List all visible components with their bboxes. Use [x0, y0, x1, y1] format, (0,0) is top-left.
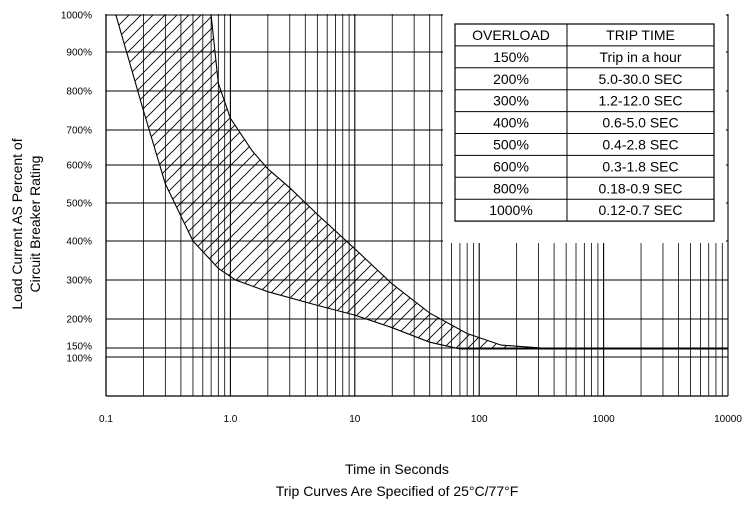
x-tick-label: 1.0 — [223, 414, 237, 425]
x-tick-label: 1000 — [592, 414, 615, 425]
y-tick-label: 300% — [66, 276, 92, 287]
y-tick-label: 1000% — [61, 11, 92, 22]
table-cell-overload: 150% — [493, 49, 529, 65]
y-tick-label: 800% — [66, 87, 92, 98]
y-tick-label: 500% — [66, 199, 92, 210]
y-tick-label: 200% — [66, 315, 92, 326]
x-tick-label: 100 — [471, 414, 488, 425]
y-tick-label: 150% — [66, 342, 92, 353]
y-tick-label: 600% — [66, 161, 92, 172]
x-tick-label: 10 — [349, 414, 361, 425]
table-border — [454, 23, 715, 222]
chart-subtitle: Trip Curves Are Specified of 25°C/77°F — [276, 483, 519, 499]
table-cell-trip-time: Trip in a hour — [600, 49, 682, 65]
table-cell-trip-time: 0.6-5.0 SEC — [602, 115, 678, 131]
y-axis-label-line1: Load Current AS Percent of — [9, 138, 25, 309]
y-tick-label: 700% — [66, 126, 92, 137]
table-header-trip-time: TRIP TIME — [606, 27, 675, 43]
trip-band-layer — [115, 14, 728, 350]
min-trip-curve — [115, 14, 728, 350]
table-cell-overload: 500% — [493, 136, 529, 152]
trip-band-fill — [115, 15, 728, 349]
table-cell-trip-time: 0.18-0.9 SEC — [598, 180, 682, 196]
y-tick-labels: 1000% 900% 800% 700% 600% 500% 400% 300% 200% 150… — [61, 11, 92, 365]
max-trip-curve — [210, 14, 728, 350]
table-header-overload: OVERLOAD — [472, 27, 550, 43]
x-axis-label: Time in Seconds — [345, 461, 449, 477]
y-tick-label: 400% — [66, 237, 92, 248]
table-cell-trip-time: 1.2-12.0 SEC — [598, 93, 682, 109]
table-cell-trip-time: 0.3-1.8 SEC — [602, 158, 678, 174]
table-cell-trip-time: 0.4-2.8 SEC — [602, 136, 678, 152]
x-tick-labels: 0.1 1.0 10 100 1000 10000 — [99, 414, 742, 425]
y-tick-label: 900% — [66, 48, 92, 59]
table-cell-overload: 800% — [493, 180, 529, 196]
table-cell-overload: 200% — [493, 71, 529, 87]
table-cell-overload: 300% — [493, 93, 529, 109]
axis-layer — [105, 14, 728, 397]
table-cell-trip-time: 0.12-0.7 SEC — [598, 202, 682, 218]
x-tick-label: 10000 — [714, 414, 742, 425]
y-tick-label: 100% — [66, 354, 92, 365]
y-axis-label-line2: Circuit Breaker Rating — [27, 156, 43, 293]
table-cell-trip-time: 5.0-30.0 SEC — [598, 71, 682, 87]
table-cell-overload: 1000% — [489, 202, 533, 218]
table-cell-overload: 600% — [493, 158, 529, 174]
table-cell-overload: 400% — [493, 115, 529, 131]
overload-table: OVERLOAD TRIP TIME 150% Trip in a hour 200% 5… — [443, 14, 726, 243]
x-tick-label: 0.1 — [99, 414, 113, 425]
